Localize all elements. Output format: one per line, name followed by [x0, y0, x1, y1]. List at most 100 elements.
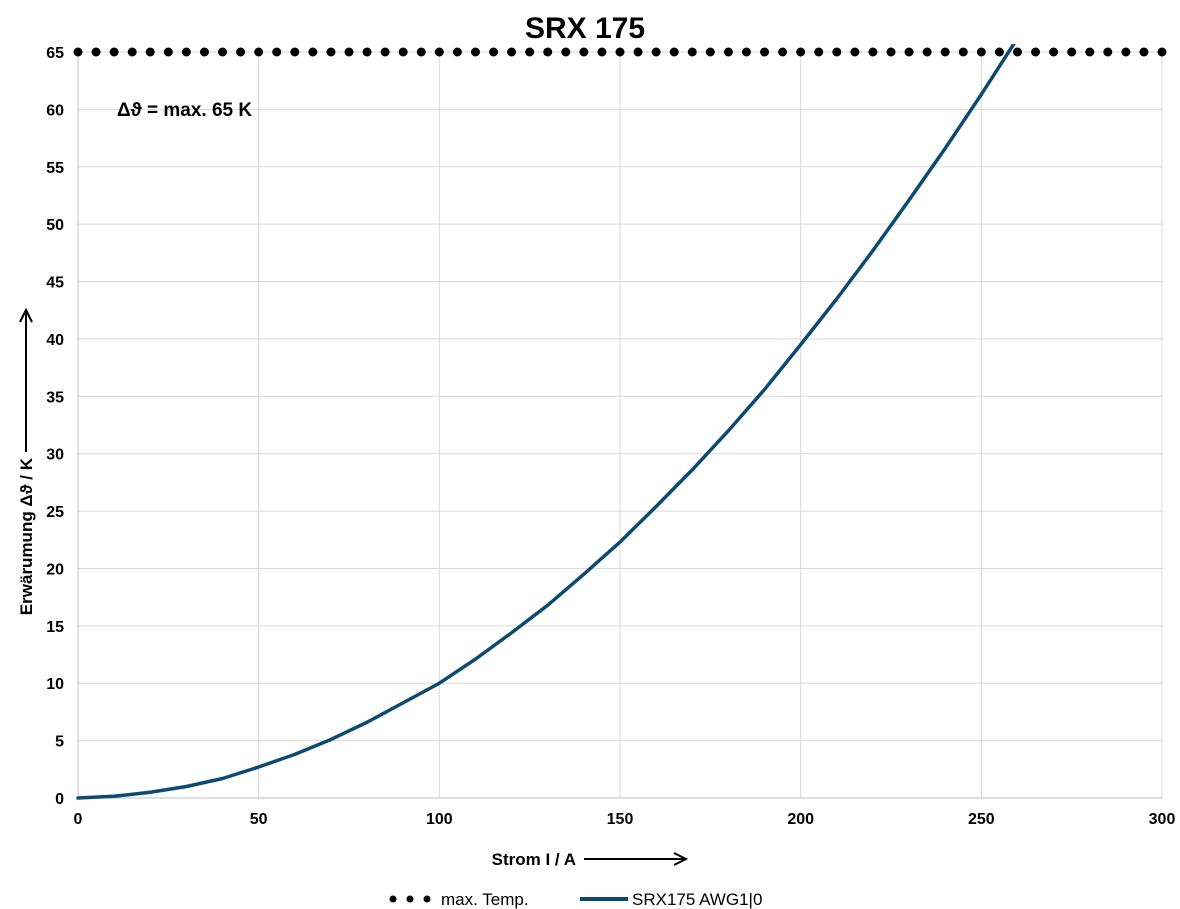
- max-temp-point: [362, 47, 372, 57]
- x-tick-label: 0: [74, 811, 83, 828]
- max-temp-point: [886, 47, 896, 57]
- max-temp-point: [1103, 47, 1113, 57]
- series-layer: [73, 44, 1167, 800]
- max-temp-point: [109, 47, 119, 57]
- max-temp-point: [254, 47, 264, 57]
- max-temp-point: [236, 47, 246, 57]
- x-axis-label: Strom I / A: [492, 850, 576, 869]
- max-temp-point: [344, 47, 354, 57]
- max-temp-point: [597, 47, 607, 57]
- max-temp-point: [922, 47, 932, 57]
- series-srx175-line: [76, 44, 1016, 800]
- max-temp-point: [832, 47, 842, 57]
- max-temp-point: [868, 47, 878, 57]
- legend-label-srx175: SRX175 AWG1|0: [632, 890, 762, 909]
- y-tick-label: 10: [46, 676, 64, 693]
- y-tick-label: 55: [46, 160, 64, 177]
- max-temp-point: [543, 47, 553, 57]
- max-temp-point: [163, 47, 173, 57]
- max-temp-point: [669, 47, 679, 57]
- max-temp-point: [796, 47, 806, 57]
- max-temp-point: [741, 47, 751, 57]
- max-temp-point: [705, 47, 715, 57]
- max-temp-point: [73, 47, 83, 57]
- max-temp-point: [633, 47, 643, 57]
- y-axis-label: Erwärumung Δϑ / K: [17, 457, 36, 615]
- max-temp-point: [1139, 47, 1149, 57]
- x-tick-label: 150: [607, 811, 634, 828]
- y-tick-label: 0: [55, 791, 64, 808]
- max-temp-point: [145, 47, 155, 57]
- max-temp-point: [290, 47, 300, 57]
- legend-item-max-temp: max. Temp.: [389, 890, 529, 909]
- legend-label-max-temp: max. Temp.: [441, 890, 529, 909]
- y-tick-label: 40: [46, 332, 64, 349]
- max-temp-point: [615, 47, 625, 57]
- axes: [77, 52, 1162, 799]
- max-temp-point: [434, 47, 444, 57]
- max-temp-point: [470, 47, 480, 57]
- max-temp-point: [272, 47, 282, 57]
- legend-item-srx175: SRX175 AWG1|0: [580, 890, 762, 909]
- max-temp-point: [651, 47, 661, 57]
- max-temp-point: [91, 47, 101, 57]
- y-tick-labels: 0 5 10 15 20 25 30 35 40 45 50 55 60 65: [46, 45, 64, 808]
- max-temp-point: [1157, 47, 1167, 57]
- max-temp-point: [199, 47, 209, 57]
- max-temp-point: [380, 47, 390, 57]
- max-temp-point: [1049, 47, 1059, 57]
- y-axis-arrow: [19, 307, 33, 452]
- y-tick-label: 45: [46, 275, 64, 292]
- y-tick-label: 25: [46, 504, 64, 521]
- x-tick-label: 50: [250, 811, 268, 828]
- max-temp-point: [940, 47, 950, 57]
- max-temp-point: [489, 47, 499, 57]
- grid: [77, 51, 1163, 799]
- y-tick-label: 20: [46, 561, 64, 578]
- y-tick-label: 35: [46, 389, 64, 406]
- y-tick-label: 30: [46, 447, 64, 464]
- x-tick-label: 300: [1149, 811, 1176, 828]
- max-temp-point: [1031, 47, 1041, 57]
- max-temp-point: [723, 47, 733, 57]
- max-temp-point: [994, 47, 1004, 57]
- x-tick-labels: 0 50 100 150 200 250 300: [74, 811, 1176, 828]
- max-temp-point: [326, 47, 336, 57]
- x-axis-label-group: Strom I / A: [492, 850, 689, 869]
- max-temp-point: [218, 47, 228, 57]
- max-temp-point: [850, 47, 860, 57]
- y-tick-label: 50: [46, 217, 64, 234]
- max-temp-point: [416, 47, 426, 57]
- y-tick-label: 15: [46, 619, 64, 636]
- max-temp-point: [452, 47, 462, 57]
- max-temp-point: [687, 47, 697, 57]
- max-temp-point: [181, 47, 191, 57]
- max-temp-point: [507, 47, 517, 57]
- max-temp-point: [976, 47, 986, 57]
- max-temp-point: [760, 47, 770, 57]
- x-axis-arrow: [584, 852, 689, 866]
- chart-title: SRX 175: [525, 12, 645, 45]
- y-tick-label: 5: [55, 734, 64, 751]
- y-tick-label: 60: [46, 102, 64, 119]
- max-temp-point: [904, 47, 914, 57]
- max-temp-point: [579, 47, 589, 57]
- x-tick-label: 100: [426, 811, 453, 828]
- x-tick-label: 250: [968, 811, 995, 828]
- annotation-max-temp: Δϑ = max. 65 K: [117, 100, 252, 121]
- max-temp-point: [561, 47, 571, 57]
- x-tick-label: 200: [787, 811, 814, 828]
- max-temp-point: [778, 47, 788, 57]
- max-temp-point: [398, 47, 408, 57]
- y-tick-label: 65: [46, 45, 64, 62]
- series-max-temp: [73, 47, 1167, 57]
- max-temp-point: [1121, 47, 1131, 57]
- max-temp-point: [525, 47, 535, 57]
- max-temp-point: [814, 47, 824, 57]
- max-temp-point: [1085, 47, 1095, 57]
- max-temp-point: [1067, 47, 1077, 57]
- y-axis-label-group: Erwärumung Δϑ / K: [17, 307, 36, 615]
- legend: max. Temp. SRX175 AWG1|0: [389, 890, 762, 909]
- max-temp-point: [1012, 47, 1022, 57]
